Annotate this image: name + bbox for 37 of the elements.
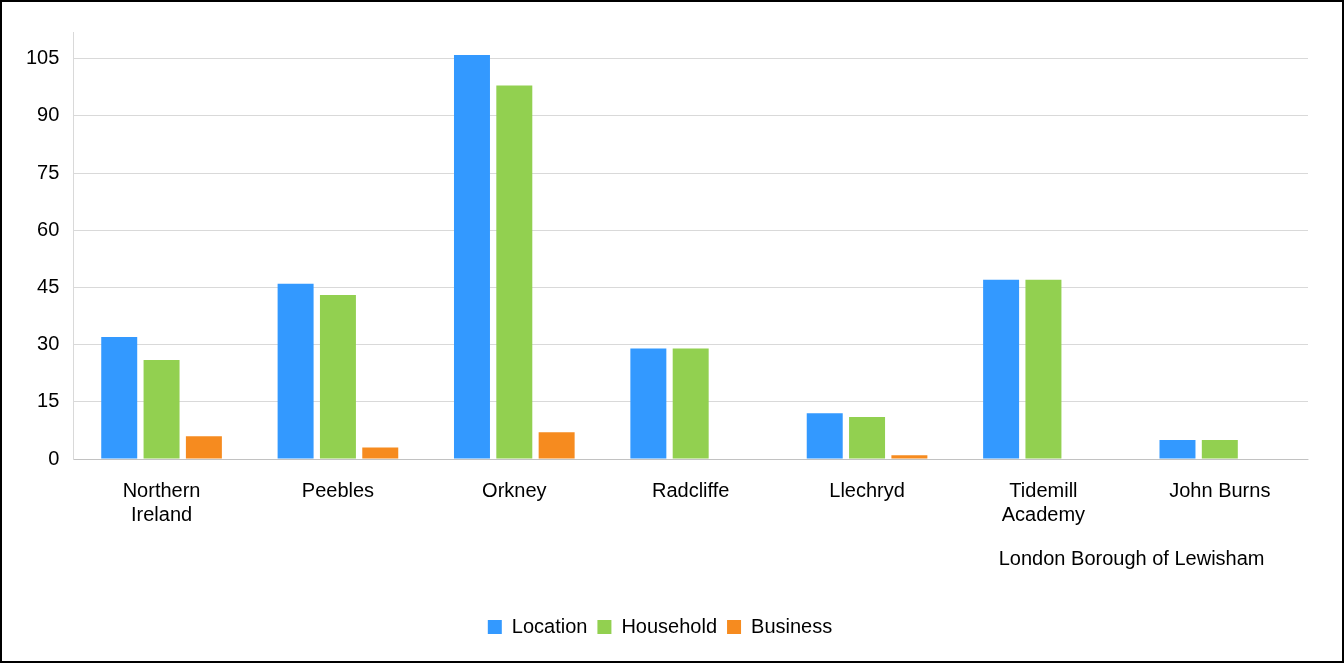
bar	[319, 295, 356, 459]
y-tick-label: 60	[37, 217, 60, 240]
legend-label: Household	[621, 614, 718, 637]
bar	[849, 417, 886, 459]
x-tick-label: Radcliffe	[651, 478, 730, 501]
y-tick-label: 15	[37, 389, 60, 412]
bar	[1025, 279, 1062, 459]
legend-label: Location	[511, 614, 588, 637]
x-tick-label: Llechryd	[829, 478, 905, 501]
bar	[143, 359, 180, 459]
bar	[806, 413, 843, 459]
bar	[538, 432, 575, 459]
bar	[1201, 439, 1238, 459]
bar	[362, 447, 399, 459]
y-tick-label: 0	[48, 446, 60, 469]
y-tick-label: 30	[37, 332, 60, 355]
bar	[496, 85, 533, 459]
bar	[277, 283, 314, 459]
bar	[630, 348, 667, 459]
bar	[672, 348, 709, 459]
legend-label: Business	[751, 614, 833, 637]
bar	[1159, 439, 1196, 459]
y-tick-label: 75	[37, 160, 60, 183]
x-tick-label: Orkney	[482, 478, 547, 501]
y-tick-label: 90	[37, 103, 60, 126]
text: London Borough of Lewisham	[998, 546, 1265, 569]
x-tick-label: Tidemill Academy	[1001, 478, 1086, 525]
bar	[983, 279, 1020, 459]
y-tick-label: 45	[37, 274, 60, 297]
x-tick-label: Northern Ireland	[122, 478, 201, 525]
x-tick-label: John Burns	[1169, 478, 1271, 501]
bar	[891, 455, 928, 459]
x-tick-label: Peebles	[301, 478, 375, 501]
bar	[101, 337, 138, 459]
y-tick-label: 105	[25, 46, 60, 69]
bar	[185, 436, 222, 459]
bar	[453, 54, 490, 459]
